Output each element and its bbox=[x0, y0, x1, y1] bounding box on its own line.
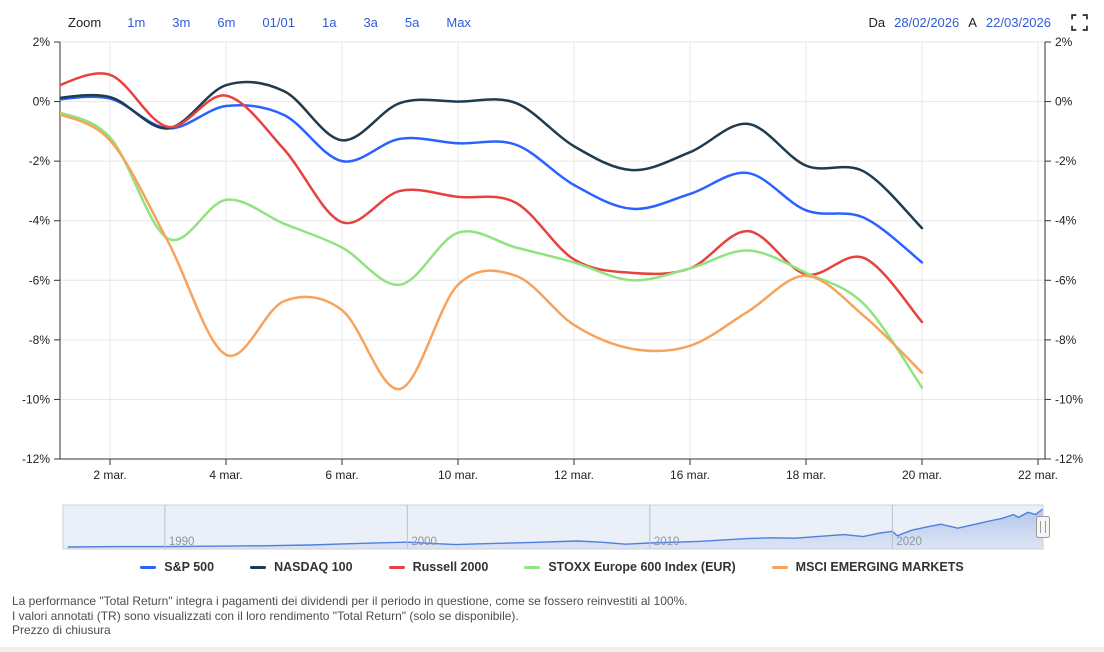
zoom-button-01-01[interactable]: 01/01 bbox=[262, 14, 295, 30]
legend-label: MSCI EMERGING MARKETS bbox=[795, 560, 964, 574]
y-axis-label-right: -8% bbox=[1055, 333, 1077, 347]
x-axis-label: 10 mar. bbox=[438, 468, 478, 482]
navigator-year-label: 2000 bbox=[411, 536, 437, 548]
y-axis-label-left: -2% bbox=[29, 154, 51, 168]
date-range-group: Da 28/02/2026 A 22/03/2026 bbox=[869, 13, 1090, 31]
range-selector-toolbar: Zoom 1m 3m 6m 01/01 1a 3a 5a Max Da 28/02/2026 … bbox=[0, 10, 1104, 34]
zoom-button-6m[interactable]: 6m bbox=[217, 14, 236, 30]
y-axis-label-left: -6% bbox=[29, 273, 51, 287]
zoom-label: Zoom bbox=[68, 14, 102, 30]
x-axis-label: 6 mar. bbox=[325, 468, 358, 482]
y-axis-label-left: 0% bbox=[33, 95, 51, 109]
legend-label: S&P 500 bbox=[164, 560, 215, 574]
legend-label: STOXX Europe 600 Index (EUR) bbox=[548, 560, 736, 574]
legend-marker-icon bbox=[388, 565, 405, 569]
fullscreen-icon[interactable] bbox=[1070, 13, 1088, 31]
zoom-button-5a[interactable]: 5a bbox=[404, 14, 420, 30]
legend-marker-icon bbox=[140, 565, 157, 569]
y-axis-label-left: -8% bbox=[29, 333, 51, 347]
y-axis-label-right: 0% bbox=[1055, 95, 1073, 109]
legend-item-stoxx-europe-600-index-eur-[interactable]: STOXX Europe 600 Index (EUR) bbox=[524, 560, 736, 574]
series-line-s-p-500[interactable] bbox=[52, 95, 924, 264]
zoom-buttons: 1m 3m 6m 01/01 1a 3a 5a Max bbox=[127, 15, 471, 30]
y-axis-label-left: 2% bbox=[33, 35, 51, 49]
navigator-mask[interactable] bbox=[63, 505, 1043, 549]
legend-item-msci-emerging-markets[interactable]: MSCI EMERGING MARKETS bbox=[771, 560, 964, 574]
y-axis-label-left: -10% bbox=[22, 392, 50, 406]
navigator-year-label: 2020 bbox=[896, 536, 922, 548]
series-line-nasdaq-100[interactable] bbox=[52, 80, 924, 230]
x-axis-label: 20 mar. bbox=[902, 468, 942, 482]
x-axis-label: 12 mar. bbox=[554, 468, 594, 482]
footer-notes: La performance "Total Return" integra i … bbox=[12, 594, 1092, 638]
zoom-button-Max[interactable]: Max bbox=[446, 14, 471, 30]
date-from-label: Da bbox=[868, 14, 886, 30]
y-axis-label-right: -2% bbox=[1055, 154, 1077, 168]
navigator-area bbox=[63, 509, 1043, 549]
navigator-line bbox=[67, 508, 1044, 548]
legend-item-russell-2000[interactable]: Russell 2000 bbox=[388, 560, 489, 574]
chart-legend: S&P 500 NASDAQ 100 Russell 2000 STOXX Europ… bbox=[0, 560, 1104, 574]
footer-line: Prezzo di chiusura bbox=[12, 623, 111, 638]
x-axis-label: 22 mar. bbox=[1018, 468, 1058, 482]
navigator-year-label: 1990 bbox=[169, 536, 195, 548]
y-axis-label-left: -4% bbox=[29, 214, 51, 228]
navigator-year-label: 2010 bbox=[654, 536, 680, 548]
zoom-button-3m[interactable]: 3m bbox=[172, 14, 191, 30]
series-line-stoxx-europe-600-index-eur-[interactable] bbox=[52, 111, 924, 389]
date-from-value[interactable]: 28/02/2026 bbox=[894, 14, 960, 30]
legend-label: NASDAQ 100 bbox=[274, 560, 353, 574]
zoom-button-1m[interactable]: 1m bbox=[127, 14, 146, 30]
series-line-msci-emerging-markets[interactable] bbox=[52, 112, 924, 391]
legend-marker-icon bbox=[250, 565, 267, 569]
x-axis-label: 16 mar. bbox=[670, 468, 710, 482]
zoom-button-3a[interactable]: 3a bbox=[363, 14, 378, 30]
footer-line: I valori annotati (TR) sono visualizzati… bbox=[12, 608, 519, 623]
y-axis-label-right: -4% bbox=[1055, 214, 1077, 228]
x-axis-label: 2 mar. bbox=[93, 468, 126, 482]
navigator-handle[interactable] bbox=[1036, 516, 1050, 538]
main-chart[interactable]: 2% 2% 0% 0% -2% -2% -4% -4% -6% -6% -8% -8% -10% -10%… bbox=[0, 0, 1104, 496]
date-to-value[interactable]: 22/03/2026 bbox=[985, 14, 1051, 30]
legend-marker-icon bbox=[771, 565, 788, 569]
date-to-label: A bbox=[968, 14, 977, 30]
legend-marker-icon bbox=[524, 565, 541, 569]
y-axis-label-right: -6% bbox=[1055, 273, 1077, 287]
y-axis-label-right: -10% bbox=[1055, 392, 1083, 406]
series-line-russell-2000[interactable] bbox=[52, 72, 924, 324]
legend-item-nasdaq-100[interactable]: NASDAQ 100 bbox=[250, 560, 353, 574]
navigator[interactable]: 1990 2000 2010 2020 bbox=[0, 500, 1104, 556]
x-axis-label: 4 mar. bbox=[209, 468, 242, 482]
legend-item-s-p-500[interactable]: S&P 500 bbox=[140, 560, 214, 574]
y-axis-label-right: 2% bbox=[1055, 35, 1073, 49]
y-axis-label-right: -12% bbox=[1055, 452, 1083, 466]
zoom-button-1a[interactable]: 1a bbox=[321, 14, 337, 30]
legend-label: Russell 2000 bbox=[412, 560, 489, 574]
x-axis-label: 18 mar. bbox=[786, 468, 826, 482]
footer-line: La performance "Total Return" integra i … bbox=[12, 594, 688, 608]
y-axis-label-left: -12% bbox=[22, 452, 50, 466]
bottom-divider bbox=[0, 647, 1104, 652]
plot-area[interactable] bbox=[60, 42, 1045, 459]
